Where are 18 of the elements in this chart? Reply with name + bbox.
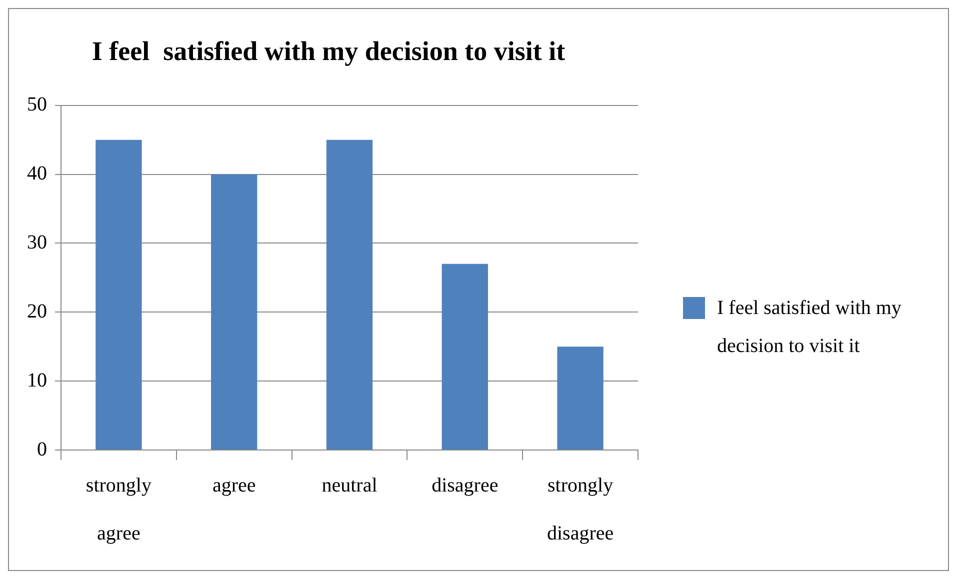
bar bbox=[211, 174, 258, 450]
y-tick-label: 10 bbox=[27, 369, 47, 392]
chart-title: I feel satisfied with my decision to visit it bbox=[92, 36, 566, 66]
category-label: strongly disagree bbox=[546, 474, 614, 544]
x-tick-label: neutral bbox=[322, 474, 378, 496]
y-tick-label: 40 bbox=[27, 162, 47, 185]
x-tick-label: disagree bbox=[432, 474, 498, 496]
category-label: strongly agree bbox=[86, 474, 152, 544]
legend-label: I feel satisfied with my decision to visit it bbox=[717, 296, 902, 359]
bar bbox=[96, 140, 142, 450]
bar bbox=[557, 346, 604, 450]
y-tick-label: 0 bbox=[37, 438, 47, 460]
x-tick-label: agree bbox=[212, 474, 256, 496]
y-tick-label: 20 bbox=[27, 300, 47, 322]
bar bbox=[442, 264, 488, 450]
y-tick-label: 30 bbox=[27, 231, 47, 254]
y-tick-label: 50 bbox=[27, 94, 47, 116]
bar bbox=[326, 140, 373, 450]
